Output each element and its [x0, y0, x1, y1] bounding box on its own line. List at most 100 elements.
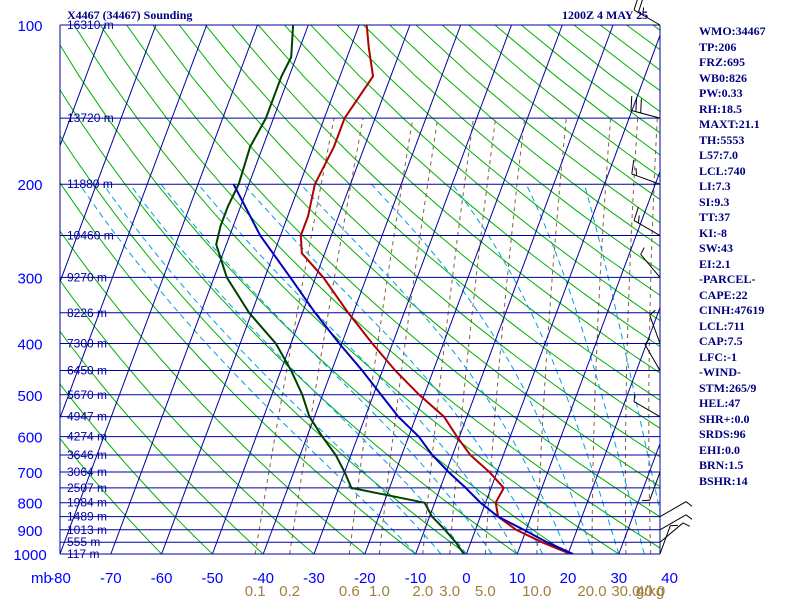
index-item: BSHR:14 [699, 473, 748, 488]
temperature-tick-label: -30 [303, 570, 325, 587]
wind-barb [659, 524, 678, 555]
pressure-temperature-grid [59, 24, 661, 555]
mixing-ratio-label: 30.0 [611, 583, 640, 600]
index-item: LCL:711 [699, 318, 746, 333]
dry-adiabat [784, 25, 800, 554]
mixing-ratio-label: 1.0 [369, 583, 390, 600]
mixing-ratio-label: 0.2 [279, 583, 300, 600]
wind-barb [633, 394, 661, 418]
wind-barb-staff [649, 315, 661, 344]
mixing-ratio-label: 0.6 [339, 583, 360, 600]
wind-barb [659, 501, 693, 518]
index-item: TH:5553 [699, 132, 745, 147]
wind-barb-staff [659, 501, 687, 518]
wind-barb-flag [637, 0, 643, 13]
pressure-tick-label: 900 [17, 523, 42, 540]
index-item: CAP:7.5 [699, 334, 743, 348]
wind-barb-flag [644, 338, 650, 345]
isotherm [211, 25, 411, 554]
wind-barb-flag [685, 501, 693, 507]
index-item: EI:2.1 [699, 256, 731, 271]
wind-barb-flag [635, 97, 638, 112]
wind-barb-flag [630, 96, 633, 111]
height-label: 1489 m [67, 510, 107, 524]
mixing-ratio-line [289, 118, 364, 554]
wind-barb [659, 522, 691, 543]
index-item: SI:9.3 [699, 194, 730, 209]
mixing-ratio-label: 5.0 [475, 583, 496, 600]
index-item: RH:18.5 [699, 101, 742, 116]
index-item: LI:7.3 [699, 179, 731, 193]
temperature-tick-label: 40 [661, 570, 678, 587]
isotherm [567, 306, 660, 554]
dry-adiabat [60, 230, 366, 554]
index-item: WB0:826 [699, 70, 747, 85]
dewpoint-line [215, 25, 465, 554]
wind-barb-flag [649, 309, 656, 316]
height-label: 4947 m [67, 410, 107, 424]
temperature-tick-label: -60 [151, 570, 173, 587]
wind-barb-flag [637, 215, 640, 224]
mixing-ratio-line [348, 118, 414, 554]
dry-adiabat [573, 25, 660, 92]
index-item: STM:265/9 [699, 380, 757, 395]
mixing-ratio-label: 10.0 [522, 583, 551, 600]
height-label: 3064 m [67, 465, 107, 479]
height-label: 1013 m [67, 523, 107, 537]
index-item: TT:37 [699, 210, 731, 224]
height-labels: 16310 m 13720 m 11880 m 10460 m 9270 m 8226 m… [67, 18, 114, 561]
wind-barb-staff [659, 525, 671, 555]
pressure-tick-label: 800 [17, 496, 42, 513]
wind-barb-flag [640, 98, 642, 114]
height-label: 6450 m [67, 364, 107, 378]
height-label: 2507 m [67, 481, 107, 495]
wind-barb [644, 338, 661, 371]
index-item: CINH:47619 [699, 303, 765, 317]
pressure-axis: 100 200 300 400 500 600 700 800 900 1000 mb [13, 18, 52, 587]
mixing-ratio-label: 0.1 [245, 583, 266, 600]
height-label: 4274 m [67, 430, 107, 444]
wind-barb-flag [642, 7, 645, 16]
mixing-ratio-line [536, 118, 567, 554]
height-label: 3646 m [67, 448, 107, 462]
index-item: HEL:47 [699, 396, 741, 410]
mixing-ratio-line [378, 118, 439, 554]
isotherm [60, 25, 157, 284]
isotherm [60, 25, 106, 148]
dry-adiabat [60, 279, 315, 554]
index-item: WMO:34467 [699, 24, 766, 38]
pressure-tick-label: 500 [17, 388, 42, 405]
wind-barb-staff [649, 471, 661, 501]
temperature-tick-label: 10 [509, 570, 526, 587]
isotherm [0, 25, 4, 554]
mixing-ratio-label: 20.0 [577, 583, 606, 600]
mixing-ratio-line [254, 118, 335, 554]
index-item: BRN:1.5 [699, 458, 744, 472]
pressure-tick-label: 600 [17, 430, 42, 447]
index-item: CAPE:22 [699, 287, 748, 302]
wind-barb-flag [633, 0, 638, 11]
isotherm [110, 25, 309, 554]
height-label: 11880 m [67, 177, 113, 191]
temperature-tick-label: 20 [560, 570, 577, 587]
moist-adiabat [371, 183, 594, 554]
index-item: LFC:-1 [699, 349, 737, 364]
pressure-tick-label: 700 [17, 465, 42, 482]
temperature-tick-label: -50 [202, 570, 224, 587]
wind-barb [659, 514, 693, 531]
index-item: LCL:740 [699, 163, 746, 178]
pressure-unit-label: mb [31, 570, 52, 587]
isotherm [60, 25, 208, 420]
wind-barb-flag [631, 159, 635, 175]
wind-barb-staff [659, 522, 684, 543]
pressure-tick-label: 100 [17, 18, 42, 35]
index-item: EHI:0.0 [699, 442, 741, 457]
temperature-tick-label: -10 [405, 570, 427, 587]
moist-adiabat [197, 183, 518, 554]
pressure-tick-label: 300 [17, 270, 42, 287]
isotherm [60, 25, 258, 554]
isotherm [465, 34, 660, 554]
height-label: 13720 m [67, 111, 114, 125]
index-item: -WIND- [699, 365, 741, 379]
